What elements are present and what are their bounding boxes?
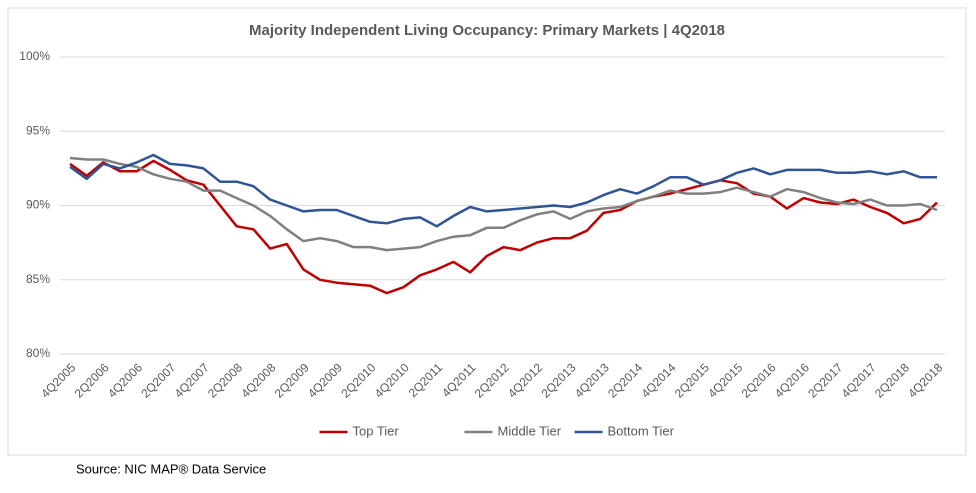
legend-label: Bottom Tier bbox=[608, 423, 675, 438]
line-series bbox=[69, 153, 937, 228]
y-tick-label: 80% bbox=[26, 346, 50, 360]
y-tick-label: 100% bbox=[19, 49, 50, 63]
legend-label: Middle Tier bbox=[498, 423, 562, 438]
source-note: Source: NIC MAP® Data Service bbox=[76, 461, 266, 476]
line-series bbox=[69, 156, 938, 252]
chart-frame bbox=[7, 7, 967, 456]
chart-title: Majority Independent Living Occupancy: P… bbox=[249, 22, 725, 39]
line-series bbox=[69, 159, 938, 295]
y-tick-label: 95% bbox=[26, 123, 50, 137]
legend-label: Top Tier bbox=[353, 423, 400, 438]
y-tick-label: 85% bbox=[26, 272, 50, 286]
y-tick-label: 90% bbox=[26, 198, 50, 212]
